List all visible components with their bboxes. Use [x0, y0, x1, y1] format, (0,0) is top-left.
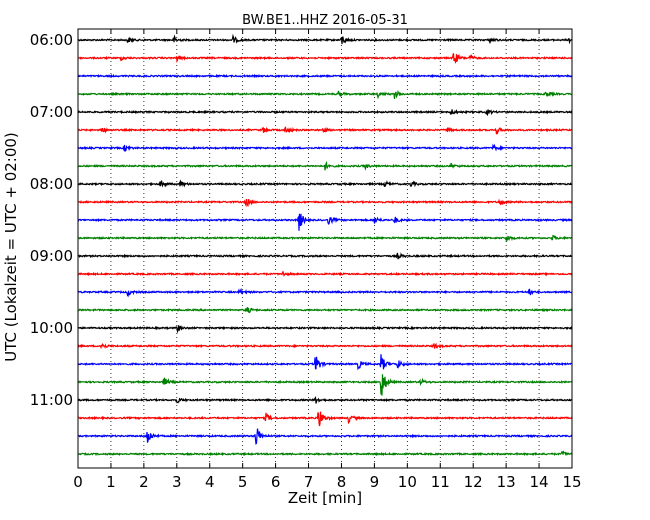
trace-line	[77, 252, 573, 260]
trace-line	[77, 213, 573, 231]
y-tick-label: 07:00	[30, 103, 73, 121]
y-tick-label: 08:00	[30, 175, 73, 193]
x-tick-label: 7	[304, 473, 314, 491]
chart-title: BW.BE1..HHZ 2016-05-31	[242, 13, 408, 28]
trace-line	[77, 428, 573, 445]
y-tick-label: 10:00	[30, 319, 73, 337]
x-ticks: 0 1 2 3 4 5 6 7 8 9 10 11 12 13 14 15	[73, 29, 582, 491]
x-tick-label: 5	[238, 473, 248, 491]
trace-line	[77, 179, 573, 188]
trace-line	[77, 108, 573, 117]
trace-line	[77, 198, 573, 208]
x-tick-label: 9	[370, 473, 380, 491]
x-tick-label: 4	[205, 473, 215, 491]
plot-frame	[77, 28, 573, 469]
trace-line	[77, 411, 573, 427]
trace-line	[77, 342, 573, 350]
trace-line	[77, 354, 573, 371]
x-tick-label: 1	[106, 473, 116, 491]
x-tick-label: 8	[337, 473, 347, 491]
x-tick-label: 3	[172, 473, 182, 491]
y-tick-label: 09:00	[30, 247, 73, 265]
traces	[77, 33, 573, 457]
trace-line	[77, 325, 573, 334]
trace-line	[77, 396, 573, 404]
x-tick-label: 10	[398, 473, 417, 491]
x-tick-label: 0	[73, 473, 83, 491]
x-tick-label: 13	[497, 473, 516, 491]
trace-line	[77, 270, 573, 277]
trace-line	[77, 234, 573, 243]
y-axis-label: UTC (Lokalzeit = UTC + 02:00)	[2, 132, 20, 362]
trace-line	[77, 89, 573, 100]
x-tick-label: 2	[139, 473, 149, 491]
trace-line	[77, 287, 573, 298]
trace-line	[77, 307, 573, 314]
trace-line	[77, 73, 573, 79]
x-tick-label: 6	[271, 473, 281, 491]
trace-line	[77, 374, 573, 396]
x-axis-label: Zeit [min]	[288, 489, 362, 507]
trace-line	[77, 53, 573, 64]
trace-line	[77, 160, 573, 171]
y-ticks: 06:00 07:00 08:00 09:00 10:00 11:00	[30, 31, 572, 409]
y-tick-label: 11:00	[30, 391, 73, 409]
x-tick-label: 11	[431, 473, 450, 491]
trace-line	[77, 33, 573, 45]
x-tick-label: 15	[562, 473, 581, 491]
x-tick-label: 12	[464, 473, 483, 491]
y-tick-label: 06:00	[30, 31, 73, 49]
x-tick-label: 14	[530, 473, 549, 491]
trace-line	[77, 143, 573, 152]
trace-line	[77, 126, 573, 135]
trace-line	[77, 450, 573, 457]
